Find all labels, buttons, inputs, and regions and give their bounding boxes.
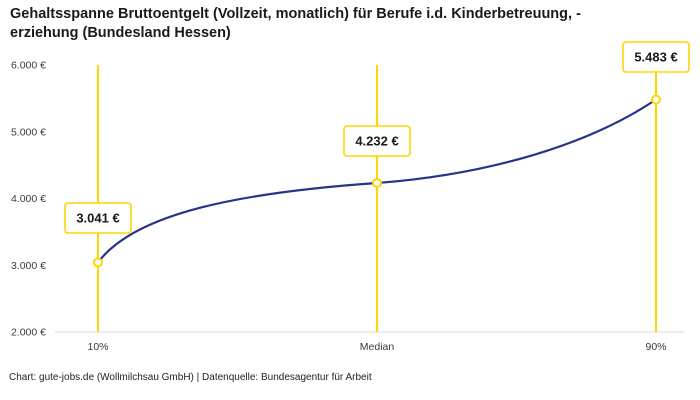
value-label-box-1 xyxy=(343,125,411,157)
page-title-line-2: erziehung (Bundesland Hessen) xyxy=(10,25,231,42)
value-label-0: 3.041 € xyxy=(76,211,119,226)
y-tick-label-3: 5.000 € xyxy=(11,126,46,138)
value-label-box-0 xyxy=(64,202,132,234)
page-title-line-1: Gehaltsspanne Bruttoentgelt (Vollzeit, m… xyxy=(10,6,581,22)
y-tick-label-0: 2.000 € xyxy=(11,327,46,339)
y-tick-label-4: 6.000 € xyxy=(11,60,46,72)
x-tick-label-0: 10% xyxy=(87,341,108,353)
value-label-2: 5.483 € xyxy=(634,50,677,65)
page-title: Gehaltsspanne Bruttoentgelt (Vollzeit, m… xyxy=(10,5,686,43)
data-point-marker-1[interactable] xyxy=(372,178,382,189)
data-point-marker-0[interactable] xyxy=(93,257,103,268)
value-label-box-2 xyxy=(622,41,690,73)
x-tick-label-2: 90% xyxy=(645,341,666,353)
chart-source-credit: Chart: gute-jobs.de (Wollmilchsau GmbH) … xyxy=(9,372,372,383)
value-label-1: 4.232 € xyxy=(355,134,398,149)
x-tick-label-1: Median xyxy=(360,341,395,353)
y-tick-label-1: 3.000 € xyxy=(11,260,46,272)
data-point-marker-2[interactable] xyxy=(651,94,661,105)
y-tick-label-2: 4.000 € xyxy=(11,193,46,205)
